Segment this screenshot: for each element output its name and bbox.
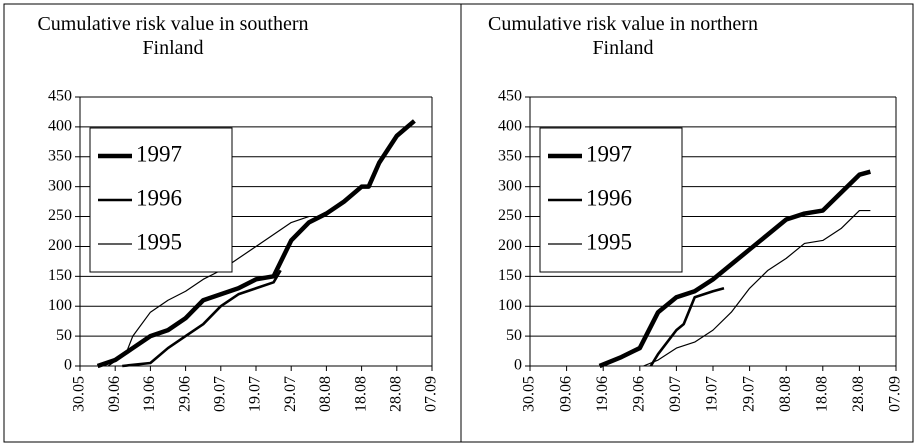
x-tick-label: 18.08 [352,376,369,412]
x-tick-label: 09.06 [106,376,123,412]
chart-title: Cumulative risk value in southern Finlan… [37,13,309,59]
y-tick-label: 350 [498,147,522,164]
y-tick-label: 450 [498,88,522,105]
legend: 1997 1996 1995 [89,127,233,273]
x-tick-label: 30.05 [521,376,538,412]
x-tick-label: 28.08 [850,376,867,412]
y-tick-label: 100 [498,297,522,314]
y-tick-label: 250 [498,207,522,224]
x-tick-label: 29.07 [282,376,299,412]
chart-title: Cumulative risk value in northern Finlan… [488,13,758,59]
y-tick-label: 450 [48,88,72,105]
y-tick-label: 50 [56,327,72,344]
series-line [122,269,282,368]
series-line [643,209,871,367]
legend: 1997 1996 1995 [539,127,683,273]
x-tick-label: 19.07 [247,376,264,412]
y-tick-label: 100 [48,297,72,314]
x-tick-label: 07.09 [423,376,440,412]
x-tick-label: 09.06 [557,376,574,412]
y-tick-label: 200 [498,237,522,254]
y-tick-label: 150 [48,267,72,284]
y-tick-label: 350 [48,147,72,164]
y-tick-label: 50 [506,327,522,344]
y-tick-label: 300 [498,177,522,194]
legend-label: 1996 [586,185,632,210]
y-tick-label: 300 [48,177,72,194]
y-tick-label: 400 [498,118,522,135]
x-tick-label: 19.06 [141,376,158,412]
x-tick-label: 28.08 [387,376,404,412]
y-tick-label: 0 [514,357,522,374]
y-tick-label: 200 [48,237,72,254]
panel-border [460,3,914,443]
legend-label: 1995 [586,229,632,254]
legend-label: 1995 [136,229,182,254]
x-tick-label: 08.08 [777,376,794,412]
y-tick-label: 0 [64,357,72,374]
y-tick-label: 150 [498,267,522,284]
legend-label: 1997 [586,141,632,166]
x-tick-label: 30.05 [71,376,88,412]
series-line [598,169,871,369]
x-tick-label: 08.08 [317,376,334,412]
series-line [649,287,725,367]
legend-label: 1996 [136,185,182,210]
series-line [107,215,309,367]
x-tick-label: 29.06 [176,376,193,412]
x-tick-label: 07.09 [887,376,904,412]
series-line [96,119,416,369]
x-tick-label: 19.06 [594,376,611,412]
legend-label: 1997 [136,141,182,166]
x-tick-label: 29.07 [740,376,757,412]
x-tick-label: 18.08 [813,376,830,412]
x-tick-label: 29.06 [630,376,647,412]
x-tick-label: 09.07 [667,376,684,412]
x-tick-label: 19.07 [704,376,721,412]
y-tick-label: 250 [48,207,72,224]
x-tick-label: 09.07 [211,376,228,412]
y-tick-label: 400 [48,118,72,135]
